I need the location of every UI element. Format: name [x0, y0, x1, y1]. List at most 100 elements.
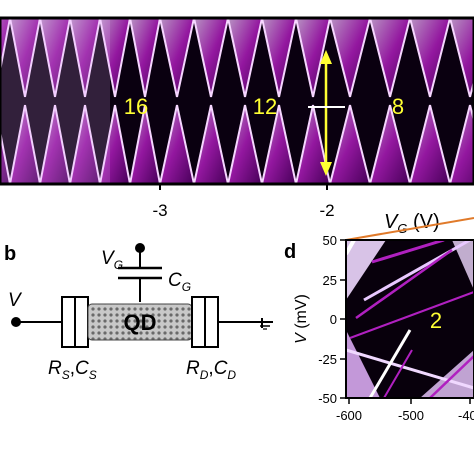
diamond-edge: [24, 104, 41, 184]
top-panel: 16 12 8 -3 -2 VG (V): [0, 16, 474, 236]
excitation-wedge: [100, 18, 130, 97]
panel-d-x-tick-label: -500: [398, 408, 424, 423]
excitation-wedge: [194, 105, 228, 184]
diamond-edge: [39, 104, 56, 184]
diamond-edge: [329, 18, 351, 98]
panel-d-diamond-label: 2: [430, 308, 442, 333]
diamond-edge: [0, 18, 11, 77]
panel-b-circuit: b VG CG V QD RS,CS RD,CD: [4, 243, 273, 382]
diamond-edge: [159, 104, 178, 184]
excitation-wedge: [40, 18, 70, 97]
diamond-edge: [176, 18, 195, 98]
excitation-wedge: [160, 105, 194, 184]
excitation-wedge: [330, 18, 370, 97]
panel-d-map: 2: [345, 239, 474, 399]
excitation-wedge: [262, 105, 296, 184]
zoom-link-line: [345, 217, 474, 241]
diamond-edge: [278, 104, 297, 184]
excitation-wedge: [194, 18, 228, 97]
transition-line: [368, 329, 412, 398]
panel-d-y-tick-label: 50: [323, 233, 337, 248]
diamond-label-2: 12: [253, 94, 277, 119]
diamond-edge: [210, 104, 229, 184]
diamond-edge: [244, 104, 263, 184]
top-x-tick-label: -3: [152, 201, 167, 220]
diamond-edge: [295, 18, 314, 98]
diamond-edge: [144, 18, 161, 98]
diamond-edge: [39, 18, 56, 98]
double-arrow-annotation: [308, 50, 345, 176]
diamond-label-1: 16: [124, 94, 148, 119]
diamond-edge: [176, 104, 195, 184]
panel-d-x-tick-label: -400: [458, 408, 474, 423]
qd-label: QD: [124, 310, 157, 335]
diamond-edge: [369, 104, 391, 184]
diamond-edge: [114, 104, 131, 184]
top-map-frame: [0, 16, 474, 186]
diamond-edge: [389, 18, 411, 98]
diamond-edge: [129, 104, 146, 184]
top-x-tick-label: -2: [319, 201, 334, 220]
diamond-edge: [227, 104, 246, 184]
diamond-edge: [193, 18, 212, 98]
excitation-wedge: [370, 105, 410, 184]
diamond-edge: [129, 18, 146, 98]
excitation-wedge: [262, 18, 296, 97]
diamond-edge: [329, 104, 351, 184]
excitation-wedge: [130, 105, 160, 184]
excitation-wedge: [410, 18, 450, 97]
edge-region: [452, 240, 474, 290]
panel-d-y-tick-label: 0: [330, 312, 337, 327]
panel-d-y-tick-label: -50: [318, 391, 337, 406]
diamond-edge: [312, 18, 331, 98]
excitation-wedge: [228, 18, 262, 97]
edge-region: [420, 350, 474, 398]
excitation-wedge: [370, 18, 410, 97]
diamond-edge: [210, 18, 229, 98]
transition-line: [371, 240, 445, 264]
diamond-edge: [261, 104, 280, 184]
diamond-edge: [144, 104, 161, 184]
transition-line: [355, 248, 453, 320]
diamond-edge: [9, 104, 26, 184]
haze-overlay: [0, 18, 110, 184]
top-diamond-grid: [0, 18, 474, 184]
diamond-edge: [409, 104, 431, 184]
diamond-edge: [409, 18, 431, 98]
diamond-edge: [9, 18, 26, 98]
diamond-edge: [99, 104, 116, 184]
diamond-edge: [193, 104, 212, 184]
panel-d-x-tick-label: -600: [336, 408, 362, 423]
panel-d-y-tick-label: -25: [318, 352, 337, 367]
transition-line: [429, 355, 474, 398]
excitation-wedge: [100, 105, 130, 184]
excitation-wedge: [70, 105, 100, 184]
excitation-wedge: [330, 105, 370, 184]
diamond-edge: [389, 104, 411, 184]
diamond-label-3: 8: [392, 94, 404, 119]
excitation-wedge: [70, 18, 100, 97]
diamond-edge: [429, 104, 451, 184]
transition-line: [383, 349, 413, 398]
panel-b-letter: b: [4, 243, 16, 265]
v-label: V: [8, 290, 23, 311]
panel-d-y-tick-label: 25: [323, 273, 337, 288]
diamond-edge: [54, 18, 71, 98]
diamond-edge: [349, 104, 371, 184]
panel-d-letter: d: [284, 241, 296, 263]
diamond-edge: [69, 104, 86, 184]
diamond-edge: [84, 18, 101, 98]
ground-icon: [257, 318, 273, 330]
transition-line: [346, 240, 356, 255]
diamond-edge: [99, 18, 116, 98]
diamond-edge: [227, 18, 246, 98]
diamond-edge: [278, 18, 297, 98]
excitation-wedge: [296, 18, 330, 97]
diamond-edge: [54, 104, 71, 184]
excitation-wedge: [130, 18, 160, 97]
diamond-edge: [244, 18, 263, 98]
edge-region: [346, 240, 386, 300]
rs-cs-label: RS,CS: [48, 358, 97, 382]
rd-cd-label: RD,CD: [186, 358, 236, 382]
